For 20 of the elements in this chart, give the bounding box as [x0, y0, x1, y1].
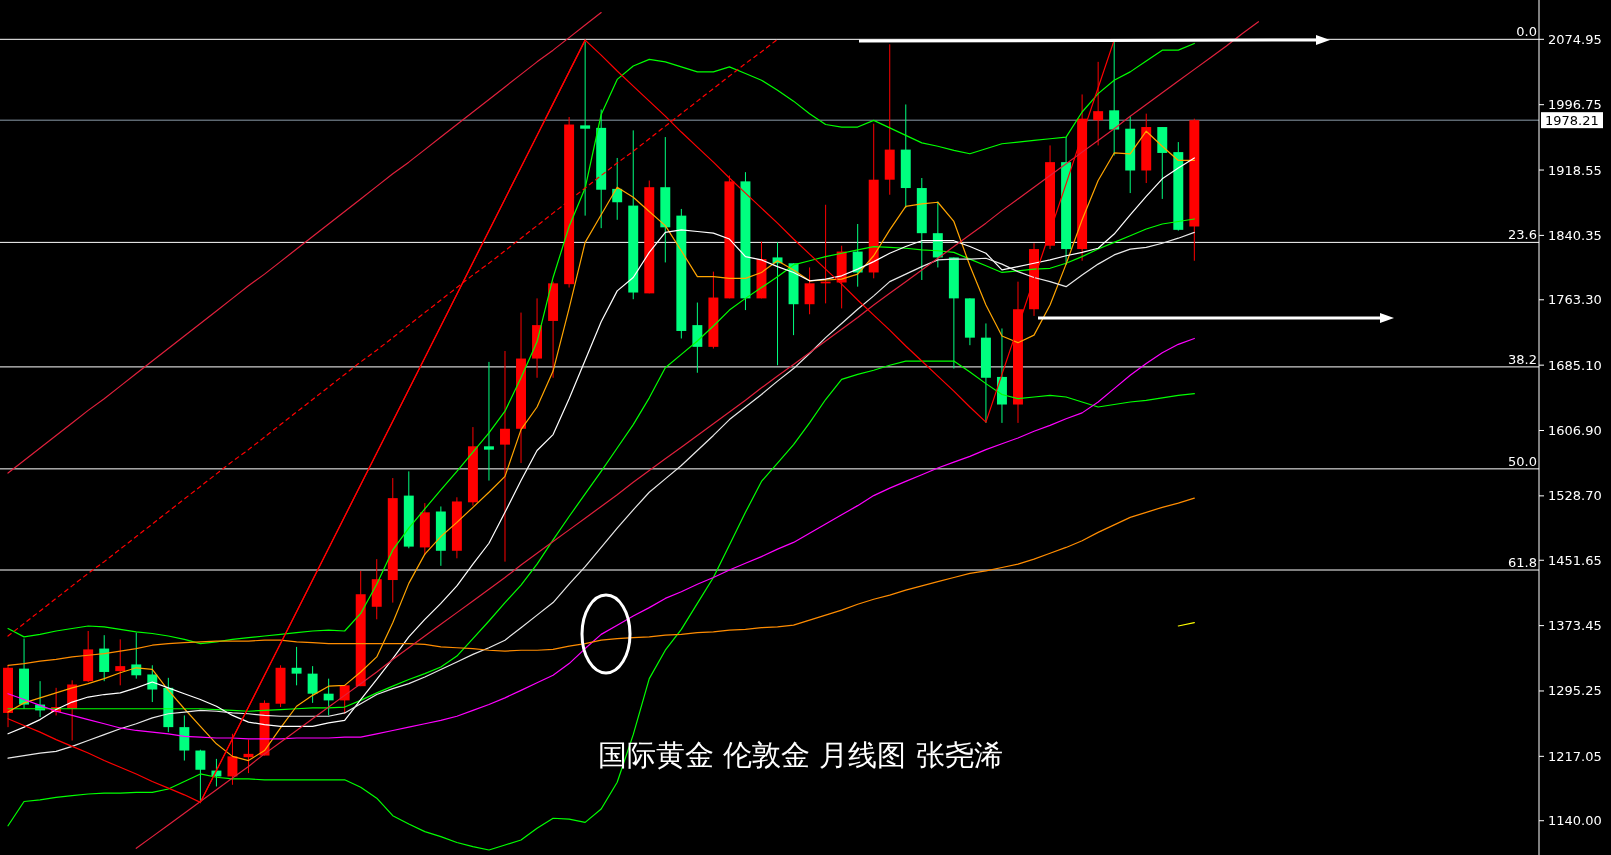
ref-line-label: 1978.21: [1545, 112, 1599, 128]
y-tick-label: 1685.10: [1548, 357, 1602, 373]
y-tick-label: 1295.25: [1548, 683, 1602, 699]
y-tick-label: 1373.45: [1548, 618, 1602, 634]
y-tick-label: 1996.75: [1548, 97, 1602, 113]
y-tick-label: 1217.05: [1548, 748, 1602, 764]
annotation: 50.0: [1508, 453, 1537, 469]
y-tick-label: 1528.70: [1548, 488, 1602, 504]
y-tick-label: 1840.35: [1548, 227, 1602, 243]
y-tick-label: 1606.90: [1548, 423, 1602, 439]
annotation: 0.0: [1516, 24, 1537, 40]
y-tick-label: 1763.30: [1548, 292, 1602, 308]
annotation: 38.2: [1508, 351, 1537, 367]
y-tick-label: 1918.55: [1548, 162, 1602, 178]
annotation: 23.6: [1508, 227, 1537, 243]
y-tick-label: 1451.65: [1548, 552, 1602, 568]
annotation: 61.8: [1508, 555, 1537, 570]
annotation: 国际黄金 伦敦金 月线图 张尧浠: [597, 738, 1003, 772]
y-tick-label: 1140.00: [1548, 813, 1602, 829]
y-tick-label: 2074.95: [1548, 31, 1602, 47]
